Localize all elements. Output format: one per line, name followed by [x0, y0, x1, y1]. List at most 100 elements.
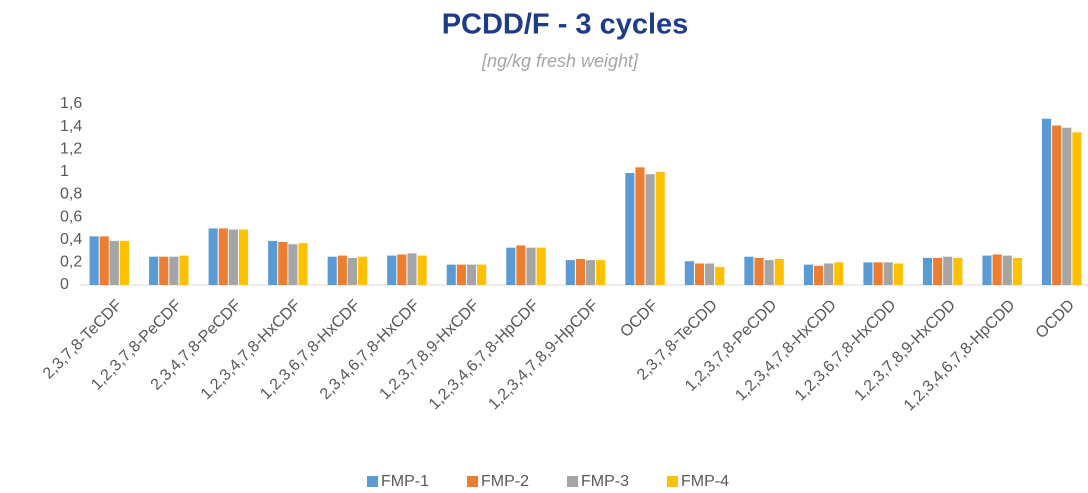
legend-label: FMP-2	[481, 473, 529, 490]
bar	[159, 256, 169, 285]
x-tick-label: 1,2,3,6,7,8-HxCDF	[257, 297, 364, 404]
bar	[268, 240, 278, 285]
chart-subtitle: [ng/kg fresh weight]	[481, 51, 639, 71]
x-tick-label: 1,2,3,4,7,8,9-HpCDF	[485, 297, 602, 414]
bar	[565, 260, 575, 285]
bar	[228, 229, 238, 285]
legend-label: FMP-3	[581, 473, 629, 490]
bar	[526, 247, 536, 285]
x-tick-label: 1,2,3,4,7,8-HxCDF	[198, 297, 305, 404]
bar	[873, 262, 883, 285]
bar	[645, 174, 655, 285]
bar	[358, 256, 368, 285]
bar	[536, 247, 546, 285]
bar	[1072, 132, 1082, 285]
bar	[1062, 127, 1072, 285]
bar	[834, 262, 844, 285]
bar	[655, 171, 665, 285]
bar	[337, 255, 347, 285]
bar	[625, 173, 635, 285]
bar	[119, 240, 130, 285]
bar	[803, 264, 813, 285]
bar	[575, 258, 585, 285]
bar	[1012, 257, 1022, 285]
y-tick-label: 1,4	[60, 118, 82, 135]
bar	[764, 260, 774, 285]
bar	[943, 256, 953, 285]
bar	[715, 266, 725, 285]
bar	[397, 254, 407, 285]
x-tick-label: 1,2,3,4,7,8-HxCDD	[732, 297, 840, 405]
bar	[149, 256, 159, 285]
bar	[635, 167, 645, 285]
bar	[586, 260, 596, 285]
bar	[288, 244, 298, 285]
bar	[813, 265, 824, 285]
bar	[754, 257, 764, 285]
y-tick-label: 0	[60, 276, 69, 293]
y-tick-label: 1	[60, 163, 69, 180]
bar	[516, 245, 526, 285]
bar	[218, 228, 228, 285]
y-tick-label: 1,2	[60, 140, 82, 157]
x-tick-label: OCDF	[617, 297, 661, 341]
bar	[446, 264, 456, 285]
bar	[278, 242, 288, 285]
x-tick-label: 1,2,3,7,8,9-HxCDD	[851, 297, 959, 405]
x-tick-label: 1,2,3,4,6,7,8-HpCDD	[901, 297, 1019, 415]
bar	[99, 236, 109, 285]
bar	[456, 264, 466, 285]
bar	[992, 254, 1002, 285]
bar	[953, 257, 963, 285]
legend-swatch	[567, 476, 578, 487]
bar	[705, 263, 715, 285]
y-tick-label: 0,6	[60, 208, 82, 225]
bar	[824, 263, 834, 285]
bar	[684, 261, 694, 285]
bar	[298, 243, 308, 285]
legend-label: FMP-1	[381, 473, 429, 490]
legend-swatch	[367, 476, 378, 487]
bar	[933, 257, 943, 285]
bar	[347, 257, 358, 285]
bar	[774, 258, 784, 285]
legend-swatch	[667, 476, 678, 487]
bar	[387, 255, 397, 285]
bar	[744, 256, 754, 285]
bar	[169, 256, 179, 285]
bar	[893, 263, 903, 285]
bar	[477, 264, 487, 285]
legend-swatch	[467, 476, 478, 487]
bar	[1052, 125, 1062, 286]
bar	[89, 236, 99, 285]
x-tick-label: 1,2,3,7,8,9-HxCDF	[376, 297, 483, 404]
bar	[982, 255, 992, 285]
x-tick-label: 1,2,3,4,6,7,8-HpCDF	[426, 297, 543, 414]
x-tick-label: OCDD	[1033, 297, 1078, 342]
x-tick-label: 1,2,3,6,7,8-HxCDD	[792, 297, 900, 405]
bar	[417, 255, 427, 285]
y-tick-label: 0,2	[60, 254, 82, 271]
y-tick-label: 0,8	[60, 186, 82, 203]
bar	[863, 262, 873, 285]
bar	[883, 262, 893, 285]
bar	[596, 260, 606, 285]
bar	[1002, 255, 1012, 285]
bar	[1041, 118, 1052, 285]
bar	[327, 256, 337, 285]
bar	[694, 263, 705, 285]
bar	[208, 228, 218, 285]
bar	[238, 229, 249, 285]
bar	[466, 264, 477, 285]
chart-title: PCDD/F - 3 cycles	[442, 9, 689, 41]
bar	[506, 247, 516, 285]
y-tick-label: 1,6	[60, 95, 82, 112]
bar	[922, 257, 933, 285]
legend-label: FMP-4	[681, 473, 729, 490]
bar	[407, 253, 417, 285]
bar	[109, 240, 119, 285]
bar	[179, 255, 189, 285]
y-tick-label: 0,4	[60, 231, 82, 248]
x-tick-label: 2,3,4,6,7,8-HxCDF	[317, 297, 424, 404]
